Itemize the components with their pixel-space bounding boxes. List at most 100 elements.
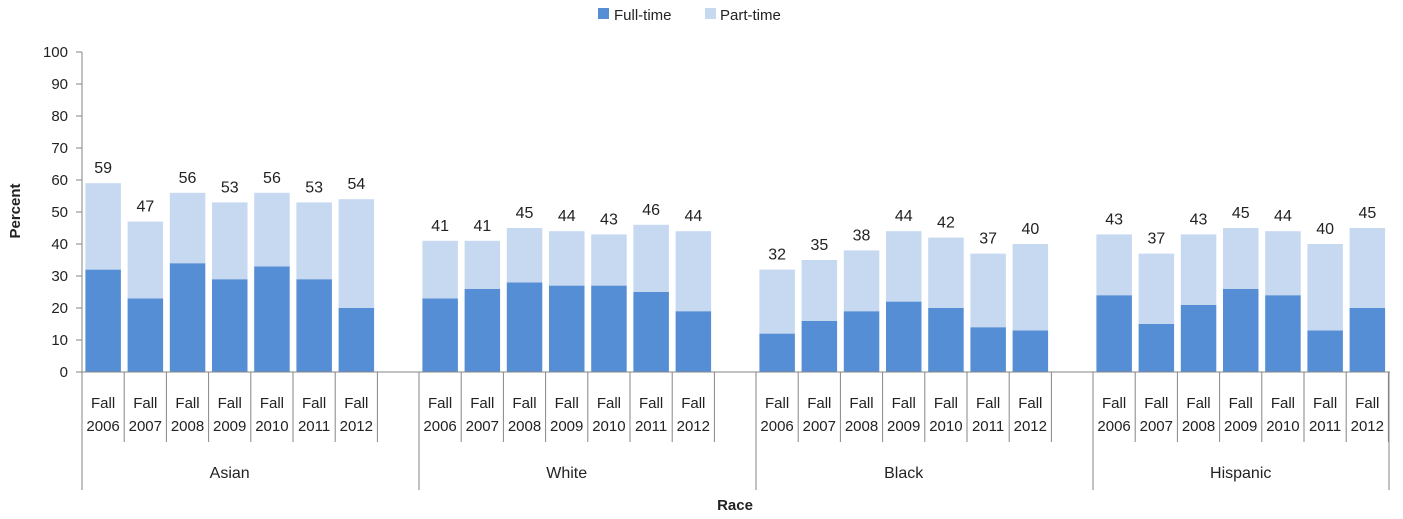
bar-part-time-asian-2007 bbox=[127, 221, 164, 299]
x-category-label-season: Fall bbox=[512, 395, 536, 412]
bar-full-time-black-2006 bbox=[759, 333, 795, 372]
legend-label-full-time: Full-time bbox=[614, 7, 672, 24]
bar-part-time-black-2010 bbox=[928, 237, 964, 308]
bar-full-time-black-2010 bbox=[928, 308, 964, 372]
x-group-label-black: Black bbox=[884, 465, 924, 482]
data-label-asian-2012: 54 bbox=[347, 176, 365, 193]
y-tick-label: 10 bbox=[51, 332, 68, 349]
data-label-black-2009: 44 bbox=[895, 208, 913, 225]
x-category-label-season: Fall bbox=[1144, 395, 1168, 412]
x-category-label-season: Fall bbox=[639, 395, 663, 412]
x-category-label-season: Fall bbox=[218, 395, 242, 412]
y-tick-label: 90 bbox=[51, 76, 68, 93]
x-category-label-year: 2008 bbox=[1182, 418, 1215, 435]
x-group-label-asian: Asian bbox=[210, 465, 250, 482]
bar-part-time-hispanic-2007 bbox=[1138, 253, 1175, 324]
data-label-hispanic-2012: 45 bbox=[1358, 205, 1376, 222]
x-group-label-hispanic: Hispanic bbox=[1210, 465, 1271, 482]
x-category-label-year: 2006 bbox=[423, 418, 456, 435]
x-category-label-year: 2012 bbox=[340, 418, 373, 435]
x-category-label-year: 2006 bbox=[86, 418, 119, 435]
y-tick-label: 50 bbox=[51, 204, 68, 221]
x-category-label-season: Fall bbox=[892, 395, 916, 412]
bar-part-time-hispanic-2012 bbox=[1349, 228, 1386, 308]
bar-full-time-white-2007 bbox=[464, 288, 501, 372]
bar-full-time-black-2007 bbox=[801, 320, 838, 372]
x-category-label-season: Fall bbox=[807, 395, 831, 412]
x-category-label-year: 2008 bbox=[171, 418, 204, 435]
bar-part-time-white-2009 bbox=[549, 231, 585, 286]
bar-part-time-white-2011 bbox=[633, 224, 669, 292]
x-category-label-year: 2007 bbox=[466, 418, 499, 435]
x-category-label-year: 2012 bbox=[677, 418, 710, 435]
bar-full-time-hispanic-2009 bbox=[1223, 288, 1259, 372]
x-category-label-season: Fall bbox=[597, 395, 621, 412]
x-category-label-year: 2008 bbox=[845, 418, 878, 435]
bar-full-time-white-2006 bbox=[422, 298, 458, 372]
bar-full-time-hispanic-2011 bbox=[1307, 330, 1343, 372]
bar-part-time-hispanic-2006 bbox=[1096, 234, 1132, 296]
x-category-label-year: 2010 bbox=[1266, 418, 1299, 435]
legend-label-part-time: Part-time bbox=[720, 7, 781, 24]
x-category-label-year: 2011 bbox=[972, 418, 1004, 435]
y-tick-label: 20 bbox=[51, 300, 68, 317]
data-label-white-2008: 45 bbox=[516, 205, 534, 222]
x-category-label-season: Fall bbox=[175, 395, 199, 412]
x-category-label-season: Fall bbox=[1229, 395, 1253, 412]
data-label-hispanic-2008: 43 bbox=[1190, 211, 1208, 228]
x-category-label-season: Fall bbox=[1313, 395, 1337, 412]
bar-part-time-asian-2009 bbox=[212, 202, 248, 280]
data-label-white-2011: 46 bbox=[642, 202, 660, 219]
x-category-label-year: 2012 bbox=[1014, 418, 1047, 435]
x-category-label-season: Fall bbox=[344, 395, 368, 412]
data-label-black-2008: 38 bbox=[853, 227, 871, 244]
bar-full-time-asian-2010 bbox=[254, 266, 290, 372]
x-category-label-season: Fall bbox=[555, 395, 579, 412]
bar-part-time-white-2007 bbox=[464, 240, 501, 289]
x-category-label-year: 2007 bbox=[803, 418, 836, 435]
y-tick-label: 40 bbox=[51, 236, 68, 253]
x-category-label-year: 2009 bbox=[213, 418, 246, 435]
bar-full-time-white-2012 bbox=[675, 311, 712, 372]
data-label-black-2006: 32 bbox=[768, 247, 786, 264]
bar-full-time-black-2009 bbox=[886, 301, 922, 372]
x-category-label-year: 2009 bbox=[550, 418, 583, 435]
x-category-label-year: 2009 bbox=[1224, 418, 1257, 435]
data-label-black-2010: 42 bbox=[937, 215, 955, 232]
bar-full-time-hispanic-2008 bbox=[1180, 304, 1217, 372]
x-category-label-season: Fall bbox=[91, 395, 115, 412]
bar-full-time-white-2010 bbox=[591, 285, 627, 372]
bar-part-time-white-2006 bbox=[422, 240, 458, 299]
y-tick-label: 100 bbox=[43, 44, 68, 61]
bar-part-time-asian-2010 bbox=[254, 192, 290, 267]
x-category-label-season: Fall bbox=[1102, 395, 1126, 412]
legend-swatch-full-time bbox=[598, 8, 609, 19]
bar-part-time-black-2011 bbox=[970, 253, 1006, 328]
x-category-label-season: Fall bbox=[1186, 395, 1210, 412]
y-tick-label: 60 bbox=[51, 172, 68, 189]
x-category-label-season: Fall bbox=[302, 395, 326, 412]
x-category-label-season: Fall bbox=[934, 395, 958, 412]
bar-part-time-white-2012 bbox=[675, 231, 712, 312]
data-label-hispanic-2009: 45 bbox=[1232, 205, 1250, 222]
bar-full-time-white-2008 bbox=[506, 282, 543, 372]
x-category-label-season: Fall bbox=[260, 395, 284, 412]
x-category-label-year: 2008 bbox=[508, 418, 541, 435]
data-label-hispanic-2006: 43 bbox=[1105, 211, 1123, 228]
bar-part-time-black-2007 bbox=[801, 260, 838, 321]
x-category-label-year: 2012 bbox=[1351, 418, 1384, 435]
data-label-asian-2008: 56 bbox=[179, 170, 197, 187]
y-axis: 0 10 20 30 40 50 60 70 80 90 100 bbox=[43, 44, 83, 381]
y-tick-label: 0 bbox=[60, 364, 68, 381]
x-category-label-year: 2007 bbox=[1140, 418, 1173, 435]
bar-full-time-asian-2007 bbox=[127, 298, 164, 372]
data-label-hispanic-2010: 44 bbox=[1274, 208, 1292, 225]
bar-part-time-asian-2012 bbox=[338, 199, 375, 308]
data-label-black-2011: 37 bbox=[979, 231, 997, 248]
bars: 59 47 56 53 56 53 54 41 41 45 44 43 46 44 32 35 38 44 42 37… bbox=[85, 160, 1386, 372]
data-label-asian-2006: 59 bbox=[94, 160, 112, 177]
bar-part-time-black-2006 bbox=[759, 269, 795, 334]
x-category-label-year: 2010 bbox=[255, 418, 288, 435]
bar-part-time-white-2008 bbox=[506, 228, 543, 283]
